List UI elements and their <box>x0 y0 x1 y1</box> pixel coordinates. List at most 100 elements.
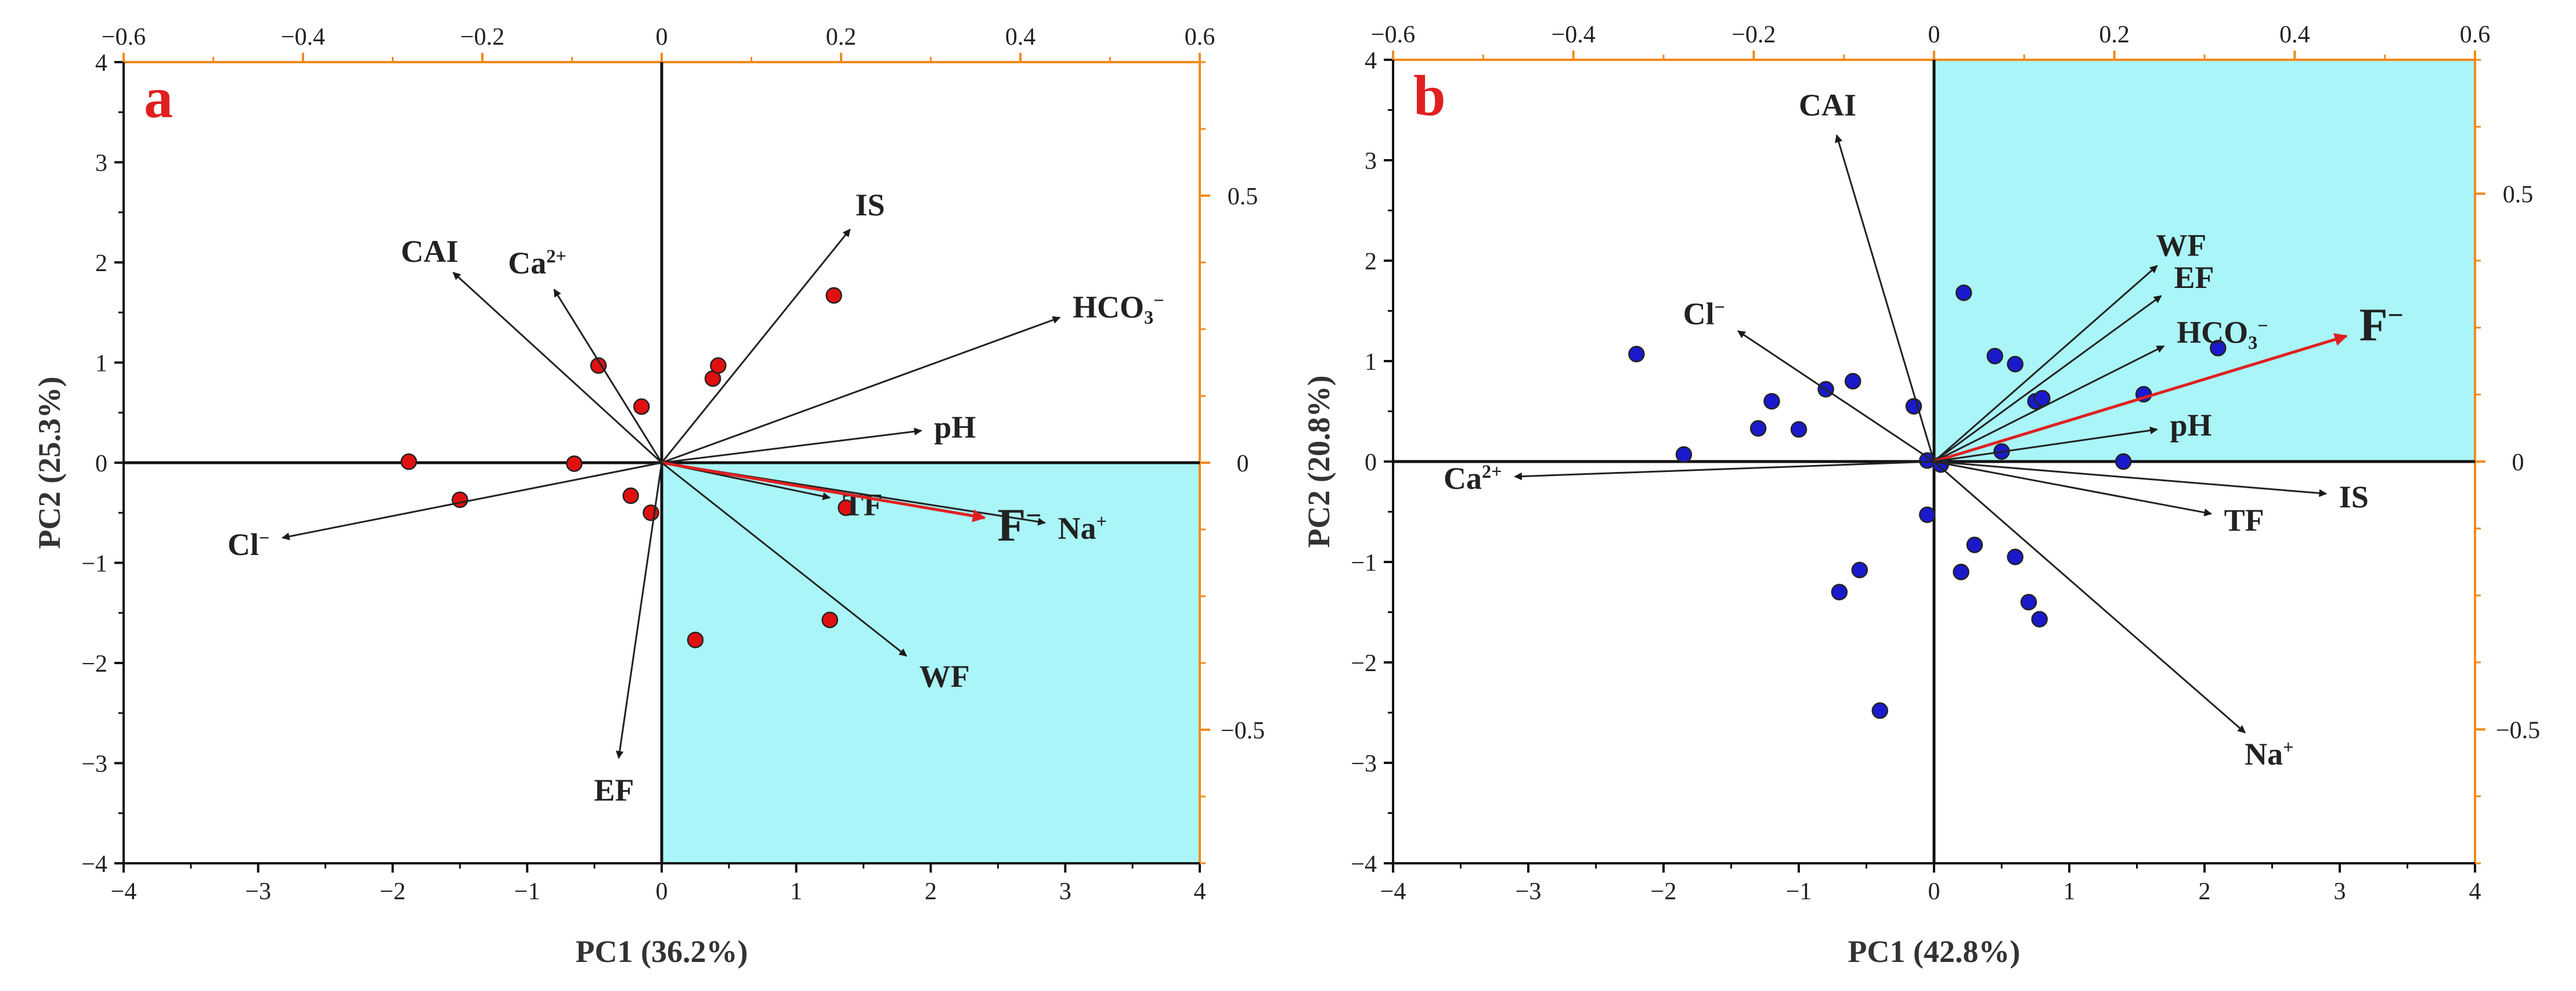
vector-arrow-is <box>661 229 851 463</box>
top-tick-label: −0.4 <box>281 24 325 51</box>
vector-arrow-f <box>1933 333 2348 463</box>
y-tick-label: 2 <box>1365 248 1377 275</box>
score-point <box>1628 345 1645 363</box>
x-tick-label: 3 <box>1059 878 1071 905</box>
vector-label: HCO3− <box>1073 290 1164 329</box>
score-point <box>1675 446 1693 463</box>
score-point <box>1966 536 1983 553</box>
score-point <box>710 357 727 374</box>
top-tick-label: 0.4 <box>1005 24 1036 51</box>
score-point <box>1956 284 1972 301</box>
y-tick-label: 1 <box>95 351 107 377</box>
top-tick-label: 0.4 <box>2279 21 2310 48</box>
x-tick-label: 0 <box>656 878 668 905</box>
right-tick-label: −0.5 <box>2496 717 2540 744</box>
x-tick-label: −3 <box>245 878 271 905</box>
y-tick-label: 4 <box>95 50 107 77</box>
score-point <box>2007 549 2024 565</box>
vector-label-main: CAI <box>1799 88 1856 122</box>
vector-label: WF <box>2156 228 2206 262</box>
top-tick-label: 0 <box>656 24 668 51</box>
score-point <box>1831 583 1848 601</box>
score-point <box>1919 506 1936 523</box>
x-tick-label: −3 <box>1516 878 1542 905</box>
score-point <box>825 287 842 304</box>
vector-label: WF <box>919 659 970 694</box>
y-tick-label: −1 <box>1351 550 1377 576</box>
vector-label-sup: 2+ <box>1482 462 1502 482</box>
y-tick-label: −3 <box>81 751 107 778</box>
x-tick-label: 1 <box>2063 878 2076 905</box>
score-point <box>2007 355 2024 373</box>
top-tick-label: 0 <box>1928 21 1940 48</box>
x-tick-label: −4 <box>1380 878 1406 905</box>
vector-arrow-cai <box>1835 134 1935 462</box>
vector-label-sub: 3 <box>2248 333 2257 354</box>
x-tick-label: 2 <box>2199 878 2211 905</box>
vector-label-main: pH <box>2170 408 2211 443</box>
vector-label: EF <box>2174 260 2214 295</box>
vector-label: Cl− <box>228 527 269 562</box>
top-tick-label: 0.6 <box>1185 24 1215 51</box>
y-tick-label: −4 <box>81 851 107 878</box>
vector-arrow-wf <box>661 462 907 657</box>
x-tick-label: 2 <box>925 878 937 905</box>
y-tick-label: 2 <box>95 250 107 277</box>
highlight-quadrant <box>662 463 1200 863</box>
y-axis-title: PC2 (25.3%) <box>32 377 67 549</box>
highlight-quadrant <box>1934 60 2475 462</box>
y-tick-label: −4 <box>1351 851 1377 878</box>
vector-arrow-ca2 <box>1514 460 1935 481</box>
vector-arrow-ph <box>1933 426 2158 463</box>
score-point <box>1749 420 1767 437</box>
vector-arrow-ca2 <box>553 289 663 463</box>
vector-label-sup: − <box>1026 500 1041 531</box>
right-tick-label: 0 <box>2512 449 2524 476</box>
y-tick-label: −1 <box>81 551 107 578</box>
vector-label-main: HCO <box>1073 290 1144 325</box>
vector-label: TF <box>843 487 883 522</box>
vector-label: Cl− <box>1683 297 1725 331</box>
x-tick-label: −1 <box>1786 878 1812 905</box>
y-tick-label: 1 <box>1365 349 1377 376</box>
vector-arrow-cl <box>282 462 662 540</box>
vector-label: Na+ <box>2245 737 2293 772</box>
vector-label: TF <box>2224 503 2264 538</box>
vector-label-main: TF <box>2224 503 2264 538</box>
score-point <box>687 632 704 648</box>
vector-label: IS <box>2339 480 2369 514</box>
vector-arrow-f <box>661 461 986 522</box>
score-point <box>2210 340 2227 356</box>
x-tick-label: 4 <box>1194 878 1206 905</box>
vector-label: Ca2+ <box>1444 461 1502 496</box>
score-point <box>1871 702 1889 719</box>
vector-label-sup: − <box>2388 300 2404 330</box>
top-tick-label: −0.6 <box>1371 21 1415 48</box>
x-tick-label: 4 <box>2469 878 2481 905</box>
vector-label-main: Na <box>2245 737 2283 772</box>
vector-arrow-is <box>1933 460 2328 498</box>
vector-label-main: IS <box>2339 480 2369 514</box>
vector-label-sup: − <box>1715 297 1725 318</box>
vector-label: HCO3− <box>2177 315 2268 354</box>
score-point <box>1844 373 1861 390</box>
vector-label-main: Na <box>1058 511 1096 546</box>
vector-label: CAI <box>401 234 459 269</box>
vector-arrow-ef <box>1933 295 2162 463</box>
y-tick-label: 3 <box>95 150 107 177</box>
vector-arrow-cai <box>452 272 663 464</box>
vector-label-main: pH <box>934 410 976 445</box>
top-tick-label: 0.2 <box>826 24 857 51</box>
vector-label-main: F <box>2359 300 2388 351</box>
vector-label-sup: − <box>1153 290 1164 311</box>
vector-arrow-tf <box>1933 460 2212 517</box>
vector-label: CAI <box>1799 88 1856 122</box>
score-point <box>1986 348 2004 365</box>
x-tick-label: 3 <box>2334 878 2346 905</box>
vector-label-main: HCO <box>2177 315 2248 349</box>
vector-arrow-hco3 <box>1933 345 2165 463</box>
score-point <box>1851 561 1868 579</box>
x-axis-title: PC1 (42.8%) <box>1848 934 2021 969</box>
vector-label-sub: 3 <box>1144 308 1153 329</box>
